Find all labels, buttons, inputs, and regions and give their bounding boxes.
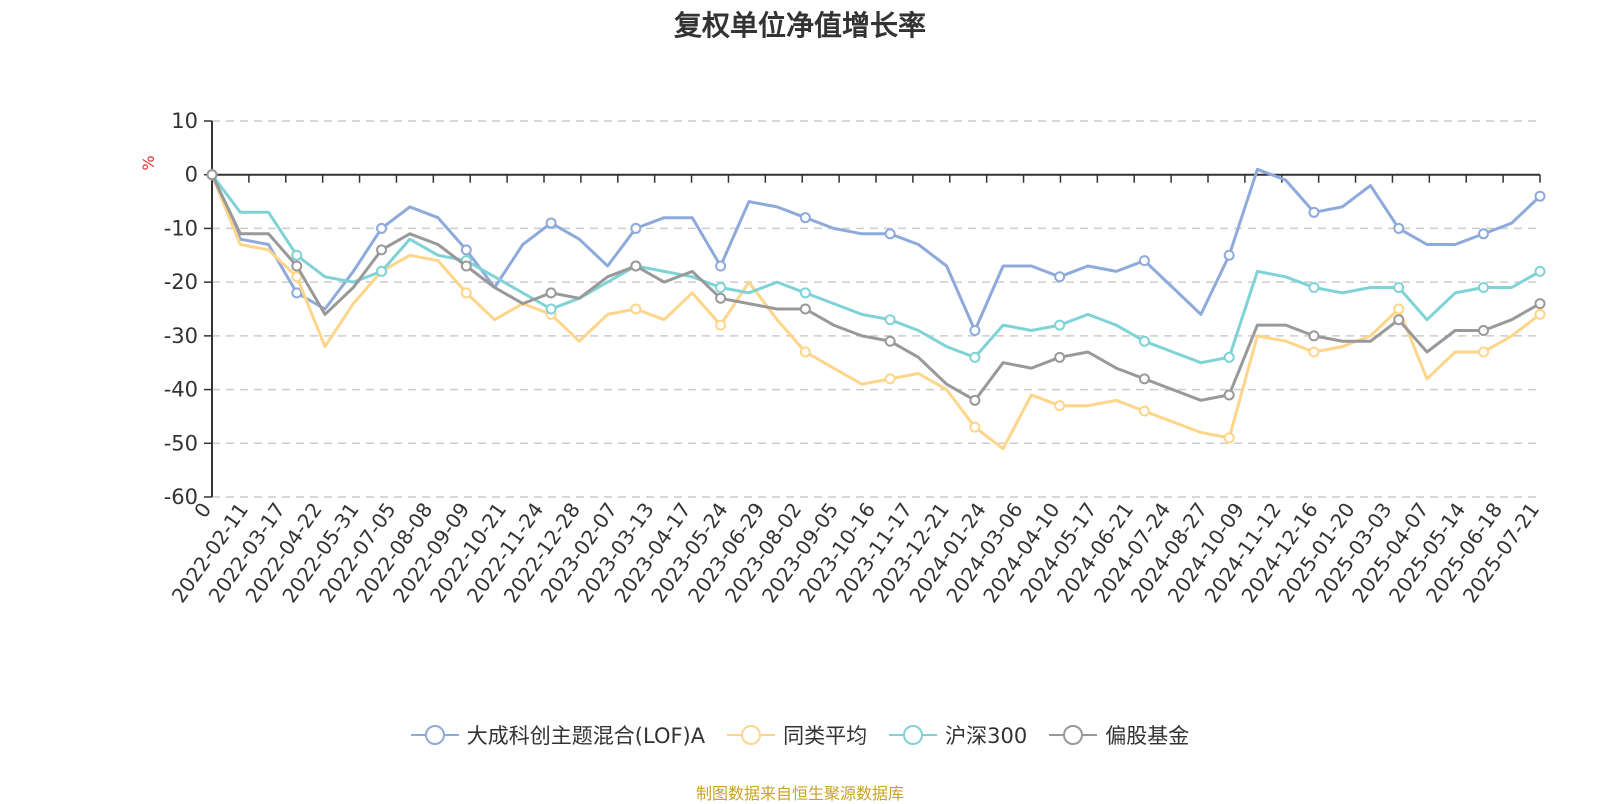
- series-3-point: [1223, 389, 1235, 401]
- series-1-point: [1534, 308, 1546, 320]
- legend-item-0[interactable]: 大成科创主题混合(LOF)A: [410, 720, 706, 750]
- series-1-point: [715, 319, 727, 331]
- legend-label: 偏股基金: [1105, 724, 1190, 748]
- y-tick-label: 10: [171, 109, 198, 133]
- series-0-point: [969, 324, 981, 336]
- series-3-point: [1393, 314, 1405, 326]
- legend-item-2[interactable]: 沪深300: [889, 720, 1027, 750]
- series-0-point: [1054, 271, 1066, 283]
- series-0-point: [1534, 190, 1546, 202]
- y-tick-label: -50: [164, 431, 198, 455]
- series-3-point: [884, 335, 896, 347]
- series-0-point: [799, 212, 811, 224]
- series-3-point: [291, 260, 303, 272]
- series-0-point: [545, 217, 557, 229]
- series-2-point: [884, 314, 896, 326]
- series-0-point: [630, 222, 642, 234]
- series-2-point: [1308, 282, 1320, 294]
- series-3-point: [1308, 330, 1320, 342]
- series-2-point: [376, 265, 388, 277]
- series-1-point: [630, 303, 642, 315]
- series-0-point: [715, 260, 727, 272]
- series-1-point: [1138, 405, 1150, 417]
- series-0-point: [884, 228, 896, 240]
- legend-item-1[interactable]: 同类平均: [727, 720, 867, 750]
- series-2-point: [1138, 335, 1150, 347]
- series-1-point: [799, 346, 811, 358]
- series-2-point: [291, 249, 303, 261]
- axes: [204, 120, 1541, 498]
- series-1-point: [1308, 346, 1320, 358]
- series-3-point: [376, 244, 388, 256]
- series-line-2: [210, 173, 1541, 365]
- series-2-point: [1054, 319, 1066, 331]
- series-2-point: [799, 287, 811, 299]
- series-0-point: [1477, 228, 1489, 240]
- line-chart: 100-10-20-30-40-50-6002022-02-112022-03-…: [139, 109, 1546, 607]
- series-1-point: [1054, 400, 1066, 412]
- legend-label: 沪深300: [945, 724, 1028, 748]
- legend-marker-icon: [410, 725, 459, 745]
- series-0-point: [1393, 222, 1405, 234]
- series-2-point: [1477, 282, 1489, 294]
- series-2-point: [545, 303, 557, 315]
- series-3-point: [460, 260, 472, 272]
- series-line-0: [210, 167, 1542, 332]
- legend: 大成科创主题混合(LOF)A 同类平均 沪深300 偏股基金: [0, 720, 1600, 750]
- series-3-point: [630, 260, 642, 272]
- series-2-point: [1223, 351, 1235, 363]
- y-tick-label: -60: [164, 485, 198, 509]
- series-3-point: [1534, 298, 1546, 310]
- series-3-point: [1138, 373, 1150, 385]
- legend-item-3[interactable]: 偏股基金: [1049, 720, 1189, 750]
- series-0-point: [291, 287, 303, 299]
- series-1-point: [460, 287, 472, 299]
- series-3-point: [969, 394, 981, 406]
- series-2-point: [969, 351, 981, 363]
- series-0-point: [376, 222, 388, 234]
- chart-title: 复权单位净值增长率: [673, 9, 926, 42]
- series-lines: [206, 167, 1546, 451]
- series-0-point: [1308, 206, 1320, 218]
- y-axis-label: %: [139, 155, 158, 170]
- x-tick-label: 0: [189, 498, 216, 522]
- y-tick-label: -40: [164, 378, 198, 402]
- y-tick-label: -30: [164, 324, 198, 348]
- series-1-point: [884, 373, 896, 385]
- y-tick-label: 0: [185, 163, 198, 187]
- series-3-point: [799, 303, 811, 315]
- series-2-point: [1534, 265, 1546, 277]
- series-3-point: [206, 169, 218, 181]
- series-2-point: [1393, 282, 1405, 294]
- series-3-point: [1054, 351, 1066, 363]
- legend-marker-icon: [727, 725, 776, 745]
- series-1-point: [291, 271, 303, 283]
- series-3-point: [715, 292, 727, 304]
- series-line-1: [210, 174, 1541, 451]
- series-0-point: [1223, 249, 1235, 261]
- legend-label: 大成科创主题混合(LOF)A: [466, 724, 706, 748]
- legend-marker-icon: [1049, 725, 1098, 745]
- tick-labels: 100-10-20-30-40-50-6002022-02-112022-03-…: [164, 109, 1544, 607]
- series-1-point: [1393, 303, 1405, 315]
- series-1-point: [1223, 432, 1235, 444]
- series-2-point: [715, 282, 727, 294]
- series-1-point: [969, 421, 981, 433]
- series-0-point: [1138, 255, 1150, 267]
- legend-label: 同类平均: [783, 724, 868, 748]
- y-tick-label: -20: [164, 270, 198, 294]
- series-1-point: [1477, 346, 1489, 358]
- source-note: 制图数据来自恒生聚源数据库: [695, 784, 904, 803]
- series-0-point: [460, 244, 472, 256]
- y-tick-label: -10: [164, 216, 198, 240]
- series-3-point: [1477, 324, 1489, 336]
- series-3-point: [545, 287, 557, 299]
- legend-marker-icon: [889, 725, 938, 745]
